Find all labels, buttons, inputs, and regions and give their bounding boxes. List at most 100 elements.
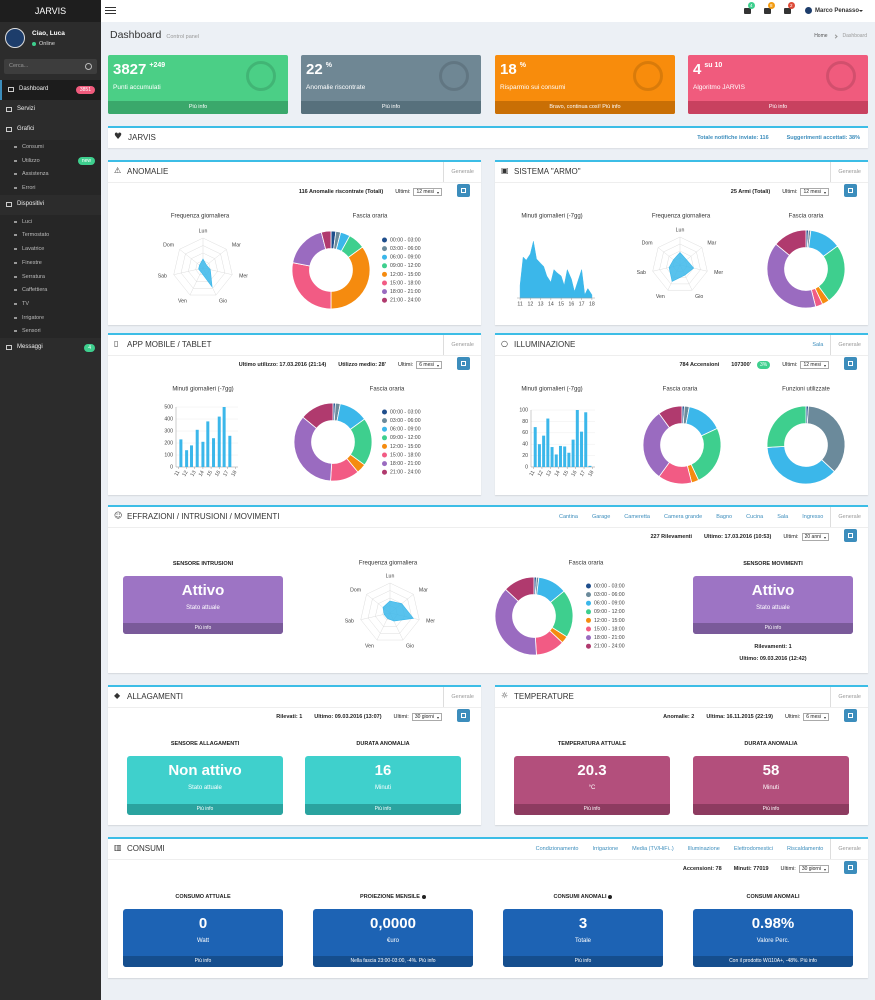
submenu-item[interactable]: Errori [0, 181, 101, 195]
calendar-icon [461, 188, 466, 193]
submenu-item[interactable]: Termostato [0, 228, 101, 242]
panel-tab[interactable]: Generale [443, 162, 481, 182]
notification-icon[interactable]: 2 [784, 2, 795, 14]
filter-select[interactable]: 20 anni [801, 533, 829, 541]
panel-tab[interactable]: Cameretta [624, 514, 650, 520]
submenu-bullet [14, 330, 17, 333]
notification-icon[interactable]: 8 [764, 2, 775, 14]
user-menu[interactable]: Marco Penasso [815, 8, 860, 14]
calendar-icon [848, 865, 853, 870]
panel-tab[interactable]: Cucina [746, 514, 764, 520]
panel-tab[interactable]: Condizionamento [535, 846, 579, 852]
calendar-button[interactable] [844, 357, 857, 370]
search-box[interactable]: Cerca... [4, 59, 97, 74]
menu-item[interactable]: Dispositivi [0, 195, 101, 215]
info-box-footer[interactable]: Bravo, continua così! Più info [495, 101, 675, 114]
panel-tab[interactable]: Generale [830, 839, 868, 859]
menu-badge: 3851 [75, 86, 95, 94]
menu-item[interactable]: Servizi [0, 100, 101, 120]
submenu-item[interactable]: Assistenza [0, 167, 101, 181]
filter-group: Ultimi: 12 mesi [782, 361, 829, 369]
menu-item[interactable]: Grafici [0, 120, 101, 140]
submenu-item[interactable]: TV [0, 297, 101, 311]
menu-badge: 4 [84, 344, 95, 353]
submenu-item[interactable]: Caffettiera [0, 283, 101, 297]
status-card: 58 Minuti Più info [693, 756, 849, 815]
panel-tab[interactable]: Camera grande [663, 514, 703, 520]
card-footer[interactable]: Nella fascia 23:00-03:00, -4%. Più info [313, 956, 473, 967]
calendar-button[interactable] [457, 709, 470, 722]
info-box-footer[interactable]: Più info [108, 101, 288, 114]
submenu-item[interactable]: Irrigatore [0, 311, 101, 325]
card-footer[interactable]: Più info [693, 623, 853, 634]
submenu-bullet [14, 248, 17, 251]
submenu-item[interactable]: Utilizzo new [0, 154, 101, 168]
jarvis-icon: ♥ [114, 132, 123, 142]
panel-stats: 25 Armi (Totali) Ultimi: 12 mesi [731, 187, 829, 197]
menu-item[interactable]: Dashboard 3851 [0, 80, 101, 100]
panel-tab[interactable]: Riscaldamento [786, 846, 824, 852]
card-caption: Watt [196, 938, 210, 944]
panel-tab[interactable]: Sala [777, 514, 789, 520]
submenu-item[interactable]: Luci [0, 215, 101, 229]
panel-tab[interactable]: Sala [812, 342, 824, 348]
panel-tab[interactable]: Generale [830, 335, 868, 355]
panel-tab[interactable]: Cantina [558, 514, 578, 520]
calendar-button[interactable] [844, 861, 857, 874]
status-card: 0,0000 €uro Nella fascia 23:00-03:00, -4%.… [313, 909, 473, 967]
submenu-item[interactable]: Lavatrice [0, 242, 101, 256]
card-footer[interactable]: Più info [693, 804, 849, 815]
calendar-button[interactable] [457, 357, 470, 370]
panel-tab[interactable]: Generale [443, 687, 481, 707]
card-footer[interactable]: Più info [514, 804, 670, 815]
panel-tab[interactable]: Generale [830, 162, 868, 182]
info-box-footer[interactable]: Più info [301, 101, 481, 114]
panel-tab[interactable]: Elettrodomestici [733, 846, 773, 852]
submenu-bullet [14, 261, 17, 264]
calendar-button[interactable] [844, 184, 857, 197]
card-footer[interactable]: Più info [305, 804, 461, 815]
filter-select[interactable]: 6 mesi [416, 361, 442, 369]
submenu-bullet [14, 302, 17, 305]
filter-select[interactable]: 12 mesi [800, 361, 829, 369]
card-footer[interactable]: Con il prodotto Wi110A+, -48%. Più info [693, 956, 853, 967]
submenu-item[interactable]: Sensori [0, 324, 101, 338]
panel-header-line [108, 527, 868, 528]
panel-stat: Ultimo: 17.03.2016 (10:53) [704, 534, 772, 540]
panel-tab[interactable]: Generale [830, 687, 868, 707]
panel-tab[interactable]: Illuminazione [687, 846, 720, 852]
submenu-item[interactable]: Finestre [0, 256, 101, 270]
panel-tab[interactable]: Generale [443, 335, 481, 355]
notification-icon[interactable]: 4 [744, 2, 755, 14]
panel-tab[interactable]: Irrigazione [592, 846, 619, 852]
panel-tab[interactable]: Ingresso [802, 514, 824, 520]
card-footer[interactable]: Più info [123, 956, 283, 967]
calendar-button[interactable] [844, 709, 857, 722]
filter-select[interactable]: 12 mesi [800, 188, 829, 196]
info-box-footer[interactable]: Più info [688, 101, 868, 114]
panel-tab[interactable]: Generale [830, 507, 868, 527]
card-footer[interactable]: Più info [123, 623, 283, 634]
submenu-bullet [14, 289, 17, 292]
calendar-button[interactable] [457, 184, 470, 197]
card-footer[interactable]: Più info [503, 956, 663, 967]
card-value: 20.3 [577, 762, 607, 779]
panel-tab[interactable]: Garage [591, 514, 611, 520]
menu-toggle[interactable] [105, 7, 116, 15]
filter-select[interactable]: 6 mesi [803, 713, 829, 721]
panel-tab[interactable]: Media (TV/HiFi..) [632, 846, 674, 852]
filter-select[interactable]: 12 mesi [413, 188, 442, 196]
submenu-label: Lavatrice [22, 246, 45, 253]
calendar-button[interactable] [844, 529, 857, 542]
submenu-item[interactable]: Serratura [0, 270, 101, 284]
menu-item[interactable]: Messaggi 4 [0, 338, 101, 358]
card-footer[interactable]: Più info [127, 804, 283, 815]
panel-tab[interactable]: Bagno [716, 514, 733, 520]
submenu-item[interactable]: Consumi [0, 140, 101, 154]
filter-select[interactable]: 30 giorni [411, 713, 442, 721]
filter-select[interactable]: 30 giorni [798, 865, 829, 873]
submenu-label: Finestre [22, 259, 42, 266]
menu-label: Grafici [17, 126, 35, 132]
breadcrumb-item[interactable]: Home [814, 33, 828, 39]
avatar [5, 28, 25, 48]
